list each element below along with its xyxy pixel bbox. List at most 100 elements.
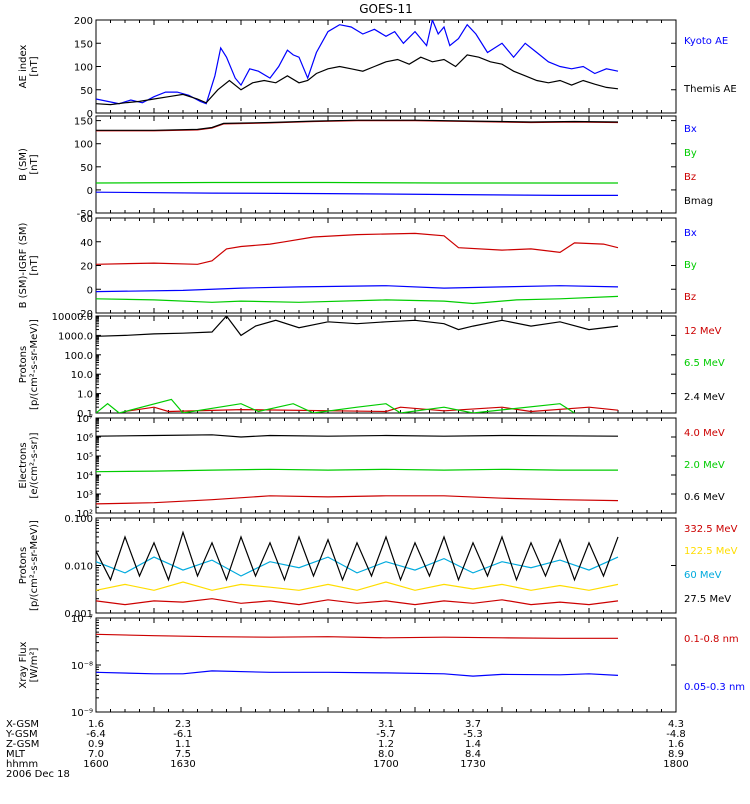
x-axis-row-label: Z-GSM: [6, 739, 39, 750]
x-tick-label: -4.8: [666, 729, 686, 740]
y-tick-label: 50: [80, 86, 93, 97]
y-tick-label: 10⁶: [76, 433, 93, 444]
y-tick-label: 0.001: [64, 609, 93, 620]
x-axis-row-label: hhmm: [6, 759, 38, 770]
series-line-122-5-mev: [96, 581, 619, 591]
y-tick-label: 10.0: [71, 370, 93, 381]
y-tick-label: 10⁴: [76, 471, 93, 482]
panel-bmodel: -20 0 20 40 60 B (SM)-IGRF (SM) [nT] Bx By Bz: [18, 214, 697, 320]
y-axis-label: Electrons: [18, 442, 29, 488]
y-tick-label: 10²: [76, 509, 93, 520]
legend-label: Bz: [684, 292, 696, 303]
series-line-2-4-mev: [96, 316, 619, 337]
series-line-bx: [96, 191, 618, 196]
y-tick-label: 10⁻⁸: [71, 661, 93, 672]
y-tick-label: 0: [87, 285, 93, 296]
x-tick-label: 3.1: [378, 719, 394, 730]
legend-label: 332.5 MeV: [684, 524, 738, 535]
y-tick-label: 100.0: [64, 351, 93, 362]
y-tick-label: 10⁵: [76, 452, 93, 463]
y-tick-label: 150: [74, 117, 93, 128]
panel-electrons: 10² 10³ 10⁴ 10⁵ 10⁶ 10⁷ Electrons [e/(cm²-s-sr)…: [18, 414, 725, 520]
y-axis-label: [p/(cm²-s-sr-MeV)]: [29, 319, 40, 410]
panel-protons-low: 0.1 1.0 10.0 100.0 1000.0 10000.0 Protons [p/(c…: [18, 312, 725, 420]
y-tick-label: 0: [87, 186, 93, 197]
y-tick-label: -50: [77, 209, 93, 220]
y-axis-label: [e/(cm²-s-sr)]: [29, 432, 40, 498]
x-tick-label: 2.3: [175, 719, 191, 730]
panel-frame: [95, 217, 677, 314]
x-tick-label: 0.9: [88, 739, 104, 750]
y-tick-label: 0.010: [64, 562, 93, 573]
legend-label: Bmag: [684, 196, 713, 207]
legend-label: 6.5 MeV: [684, 358, 725, 369]
y-tick-label: 0: [87, 109, 93, 120]
x-tick-label: 1600: [83, 759, 108, 770]
x-tick-label: 4.3: [668, 719, 684, 730]
x-tick-label: 1800: [663, 759, 688, 770]
series-line-27-5-mev: [96, 530, 619, 582]
y-axis-label: Xray Flux: [18, 641, 29, 688]
x-axis-row-label: MLT: [6, 749, 26, 760]
y-tick-label: 50: [80, 163, 93, 174]
y-axis-label: [p/(cm²-s-sr-MeV)]: [29, 520, 40, 611]
y-tick-label: 150: [74, 39, 93, 50]
legend-label: Bx: [684, 228, 697, 239]
y-tick-label: 10³: [76, 490, 93, 501]
chart-title: GOES-11: [359, 2, 413, 16]
y-tick-label: 200: [74, 16, 93, 27]
y-tick-label: 10⁻⁹: [71, 708, 93, 719]
x-tick-label: 3.7: [465, 719, 481, 730]
series-line-12-mev: [124, 406, 619, 413]
legend-label: Bz: [684, 172, 696, 183]
panel-frame: [95, 19, 677, 114]
y-axis-label: [nT]: [29, 255, 40, 275]
x-tick-label: 1630: [170, 759, 195, 770]
legend-label: 122.5 MeV: [684, 546, 738, 557]
panel-ae: 0 50 100 150 200 AE index [nT] Kyoto AE Themis A…: [18, 16, 737, 120]
x-axis-row-label: X-GSM: [6, 719, 39, 730]
y-tick-label: -20: [77, 309, 93, 320]
x-tick-label: 1.6: [88, 719, 104, 730]
y-tick-label: 10000.0: [52, 312, 93, 323]
x-tick-label: 8.4: [465, 749, 481, 760]
legend-label: 2.4 MeV: [684, 392, 725, 403]
y-axis-label: Protons: [18, 547, 29, 584]
x-tick-label: 8.0: [378, 749, 394, 760]
y-axis-label: [W/m²]: [29, 647, 40, 682]
y-tick-label: 1000.0: [58, 331, 93, 342]
x-tick-label: -6.1: [173, 729, 193, 740]
x-tick-label: 1.6: [668, 739, 684, 750]
series-line-bmag: [96, 119, 619, 131]
y-tick-label: 40: [80, 238, 93, 249]
y-axis-label: B (SM): [18, 148, 29, 181]
y-tick-label: 10⁻⁷: [71, 614, 93, 625]
series-line-0-6-mev: [96, 434, 619, 438]
legend-label: 27.5 MeV: [684, 594, 731, 605]
y-tick-label: 20: [80, 262, 93, 273]
x-tick-label: 1700: [373, 759, 398, 770]
y-tick-label: 0.1: [77, 409, 93, 420]
y-tick-label: 60: [80, 214, 93, 225]
series-line-0-1-0-8-nm: [96, 633, 618, 639]
series-line-4-0-mev: [96, 495, 619, 505]
x-tick-label: 1.2: [378, 739, 394, 750]
x-axis-table: X-GSMY-GSMZ-GSMMLThhmm1.6-6.40.97.016002…: [5, 719, 689, 780]
legend-label: 12 MeV: [684, 326, 722, 337]
x-axis-row-label: Y-GSM: [5, 729, 38, 740]
series-line-by: [96, 295, 619, 305]
legend-label: Kyoto AE: [684, 36, 728, 47]
y-tick-label: 1.0: [77, 390, 93, 401]
series-line-themis-ae: [96, 54, 619, 106]
x-tick-label: 1730: [460, 759, 485, 770]
legend-label: 4.0 MeV: [684, 428, 725, 439]
x-tick-label: -5.7: [376, 729, 396, 740]
y-axis-label: Protons: [18, 346, 29, 383]
legend-label: By: [684, 260, 697, 271]
series-line-by: [96, 181, 618, 184]
series-line-2-0-mev: [96, 468, 618, 473]
y-axis-label: [nT]: [29, 56, 40, 76]
legend-label: Themis AE: [683, 84, 737, 95]
